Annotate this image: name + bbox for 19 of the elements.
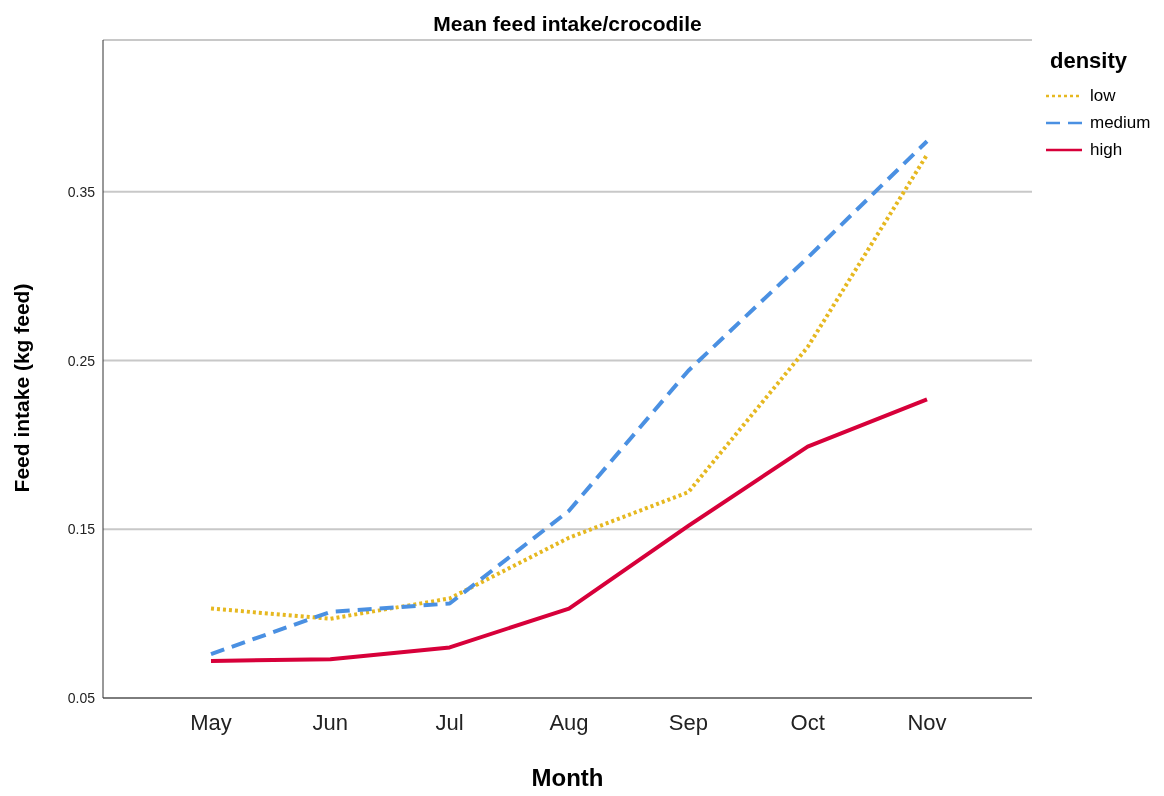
x-axis-title: Month [530,764,605,792]
legend-label: medium [1090,112,1151,133]
x-tick-label: Nov [907,709,947,735]
x-tick-label: Jun [312,709,349,735]
x-tick-label: Aug [549,709,589,735]
line-series [209,397,929,663]
x-tick-label: Oct [790,709,825,735]
y-tick-label: 0.25 [67,352,96,369]
x-tick-label: Sep [668,709,708,735]
y-axis-title: Feed intake (kg feed) [10,283,34,493]
x-tick-label: Jul [435,709,464,735]
y-tick-label: 0.15 [67,521,96,538]
x-tick-label: May [190,709,232,735]
legend-label: high [1090,139,1123,160]
y-tick-label: 0.35 [67,183,96,200]
legend-title: density [1050,48,1129,74]
chart-title: Mean feed intake/crocodile [432,12,703,36]
legend-label: low [1090,85,1116,106]
y-tick-label: 0.05 [67,689,96,706]
